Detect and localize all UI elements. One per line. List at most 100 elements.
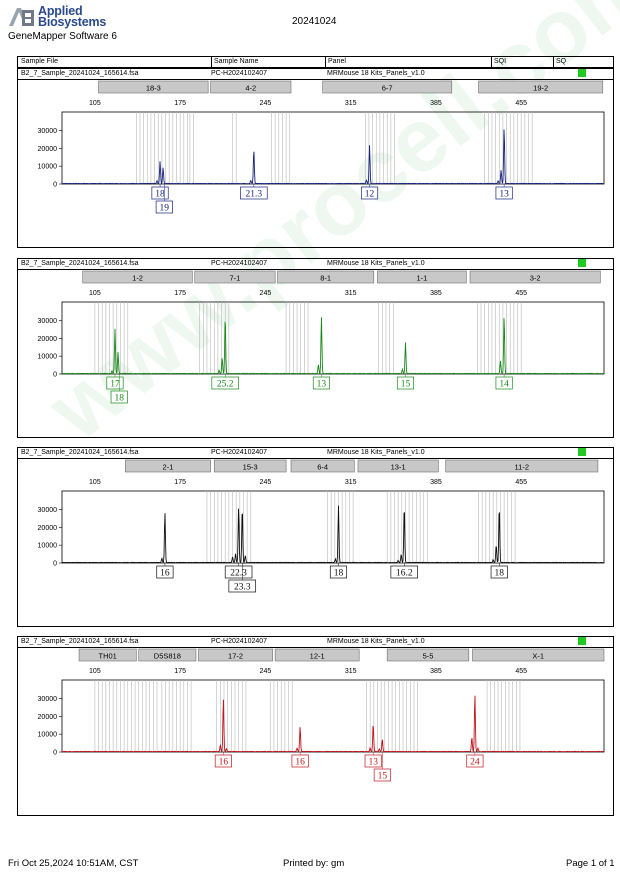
allele-label: 13 [499, 190, 509, 200]
marker-label: 4-2 [245, 84, 256, 93]
trace-line [62, 129, 605, 185]
sq-status-badge [578, 259, 586, 267]
sample-file-value: B2_7_Sample_20241024_165614.fsa [21, 638, 139, 645]
allele-label: 16 [295, 758, 305, 768]
marker-bar [213, 459, 287, 473]
allele-label: 18 [495, 569, 505, 579]
x-tick-label: 175 [174, 290, 186, 297]
marker-label: 6-7 [382, 84, 393, 93]
brand-line-1: Applied [38, 4, 83, 18]
trace-line [62, 695, 604, 753]
allele-box [240, 186, 268, 200]
y-tick-label: 30000 [38, 318, 58, 325]
marker-bar [472, 648, 605, 662]
marker-label: 15-3 [243, 463, 258, 472]
allele-box [373, 768, 391, 782]
marker-label: 8-1 [320, 274, 331, 283]
column-header-row: Sample File Sample Name Panel SQI SQ [17, 56, 614, 68]
x-tick-label: 315 [345, 479, 357, 486]
col-panel: Panel [325, 57, 346, 67]
allele-box [155, 200, 173, 214]
allele-label: 13 [317, 380, 327, 390]
allele-label: 18 [155, 190, 165, 200]
x-tick-label: 385 [430, 479, 442, 486]
footer-page-number: Page 1 of 1 [566, 858, 615, 869]
marker-label: X-1 [532, 652, 544, 661]
panel-value: MRMouse 18 Kits_Panels_v1.0 [327, 449, 425, 456]
electropherogram-panel-2: B2_7_Sample_20241024_165614.fsa PC-H2024… [17, 258, 614, 438]
allele-box [156, 565, 174, 579]
sample-info-row: B2_7_Sample_20241024_165614.fsa PC-H2024… [18, 259, 613, 270]
sample-name-value: PC-H2024102407 [211, 449, 268, 456]
brand-name: Applied Biosystems [38, 4, 107, 29]
ab-logo-icon [8, 6, 36, 28]
allele-label: 18 [114, 394, 124, 404]
allele-box [291, 754, 309, 768]
x-tick-label: 105 [89, 479, 101, 486]
allele-box [495, 186, 513, 200]
chart-area-4: TH01 D5S818 17-2 12-1 5-5 X-1 105 175 245 315 385 4… [18, 648, 613, 818]
allele-box [312, 376, 330, 390]
allele-box [360, 186, 379, 200]
y-tick-label: 20000 [38, 714, 58, 721]
marker-bar [277, 270, 375, 284]
allele-box [396, 376, 415, 390]
allele-box [211, 376, 239, 390]
allele-label: 19 [160, 204, 170, 214]
marker-label: 11-2 [515, 463, 529, 472]
col-sample-name: Sample Name [211, 57, 258, 67]
allele-label: 16 [219, 758, 229, 768]
electropherogram-4: TH01 D5S818 17-2 12-1 5-5 X-1 105 175 245 315 385 4… [38, 648, 605, 782]
electropherogram-2: 1-2 7-1 8-1 1-1 3-2 105 175 245 315 385 455 0 10000 2… [38, 270, 605, 404]
y-tick-label: 0 [53, 182, 57, 189]
sample-file-value: B2_7_Sample_20241024_165614.fsa [21, 70, 139, 77]
y-tick-label: 0 [53, 561, 57, 568]
plot-frame [61, 490, 605, 564]
allele-label: 22.3 [230, 569, 247, 579]
x-tick-label: 175 [174, 668, 186, 675]
x-tick-label: 315 [345, 290, 357, 297]
electropherogram-1: 18-3 4-2 6-7 19-2 105 175 245 315 385 455 0 10000 20… [38, 80, 605, 214]
electropherogram-panel-1: B2_7_Sample_20241024_165614.fsa PC-H2024… [17, 68, 614, 248]
plot-frame [61, 301, 605, 375]
y-tick-label: 20000 [38, 525, 58, 532]
software-name: GeneMapper Software 6 [8, 31, 117, 42]
marker-label: 18-3 [146, 84, 161, 93]
x-tick-label: 455 [515, 668, 527, 675]
sample-info-row: B2_7_Sample_20241024_165614.fsa PC-H2024… [18, 69, 613, 80]
allele-box [495, 376, 513, 390]
col-sq: SQ [553, 57, 566, 67]
allele-label: 21.3 [246, 190, 263, 200]
report-date: 20241024 [292, 16, 337, 27]
marker-bar [478, 80, 604, 94]
panel-value: MRMouse 18 Kits_Panels_v1.0 [327, 260, 425, 267]
y-tick-label: 0 [53, 750, 57, 757]
allele-box [110, 390, 128, 404]
allele-box [228, 579, 257, 593]
marker-label: TH01 [99, 652, 117, 661]
sample-info-row: B2_7_Sample_20241024_165614.fsa PC-H2024… [18, 448, 613, 459]
marker-bar [469, 270, 601, 284]
x-tick-label: 385 [430, 290, 442, 297]
marker-bar [274, 648, 360, 662]
x-tick-label: 245 [260, 668, 272, 675]
marker-bar [322, 80, 453, 94]
marker-bar [125, 459, 211, 473]
marker-bar [98, 80, 209, 94]
marker-bar [445, 459, 599, 473]
allele-box [329, 565, 348, 579]
allele-box [214, 754, 232, 768]
x-tick-label: 105 [89, 290, 101, 297]
marker-label: 6-4 [317, 463, 328, 472]
sample-file-value: B2_7_Sample_20241024_165614.fsa [21, 260, 139, 267]
electropherogram-panel-3: B2_7_Sample_20241024_165614.fsa PC-H2024… [17, 447, 614, 627]
allele-label: 23.3 [234, 583, 251, 593]
brand-line-2: Biosystems [38, 15, 107, 29]
chart-area-2: 1-2 7-1 8-1 1-1 3-2 105 175 245 315 385 455 0 10000 2… [18, 270, 613, 440]
sample-name-value: PC-H2024102407 [211, 638, 268, 645]
col-sqi: SQI [491, 57, 506, 67]
marker-label: D5S818 [154, 652, 181, 661]
electropherogram-panel-4: B2_7_Sample_20241024_165614.fsa PC-H2024… [17, 636, 614, 816]
applied-biosystems-logo: Applied Biosystems [8, 4, 118, 42]
allele-label: 25.2 [217, 380, 234, 390]
